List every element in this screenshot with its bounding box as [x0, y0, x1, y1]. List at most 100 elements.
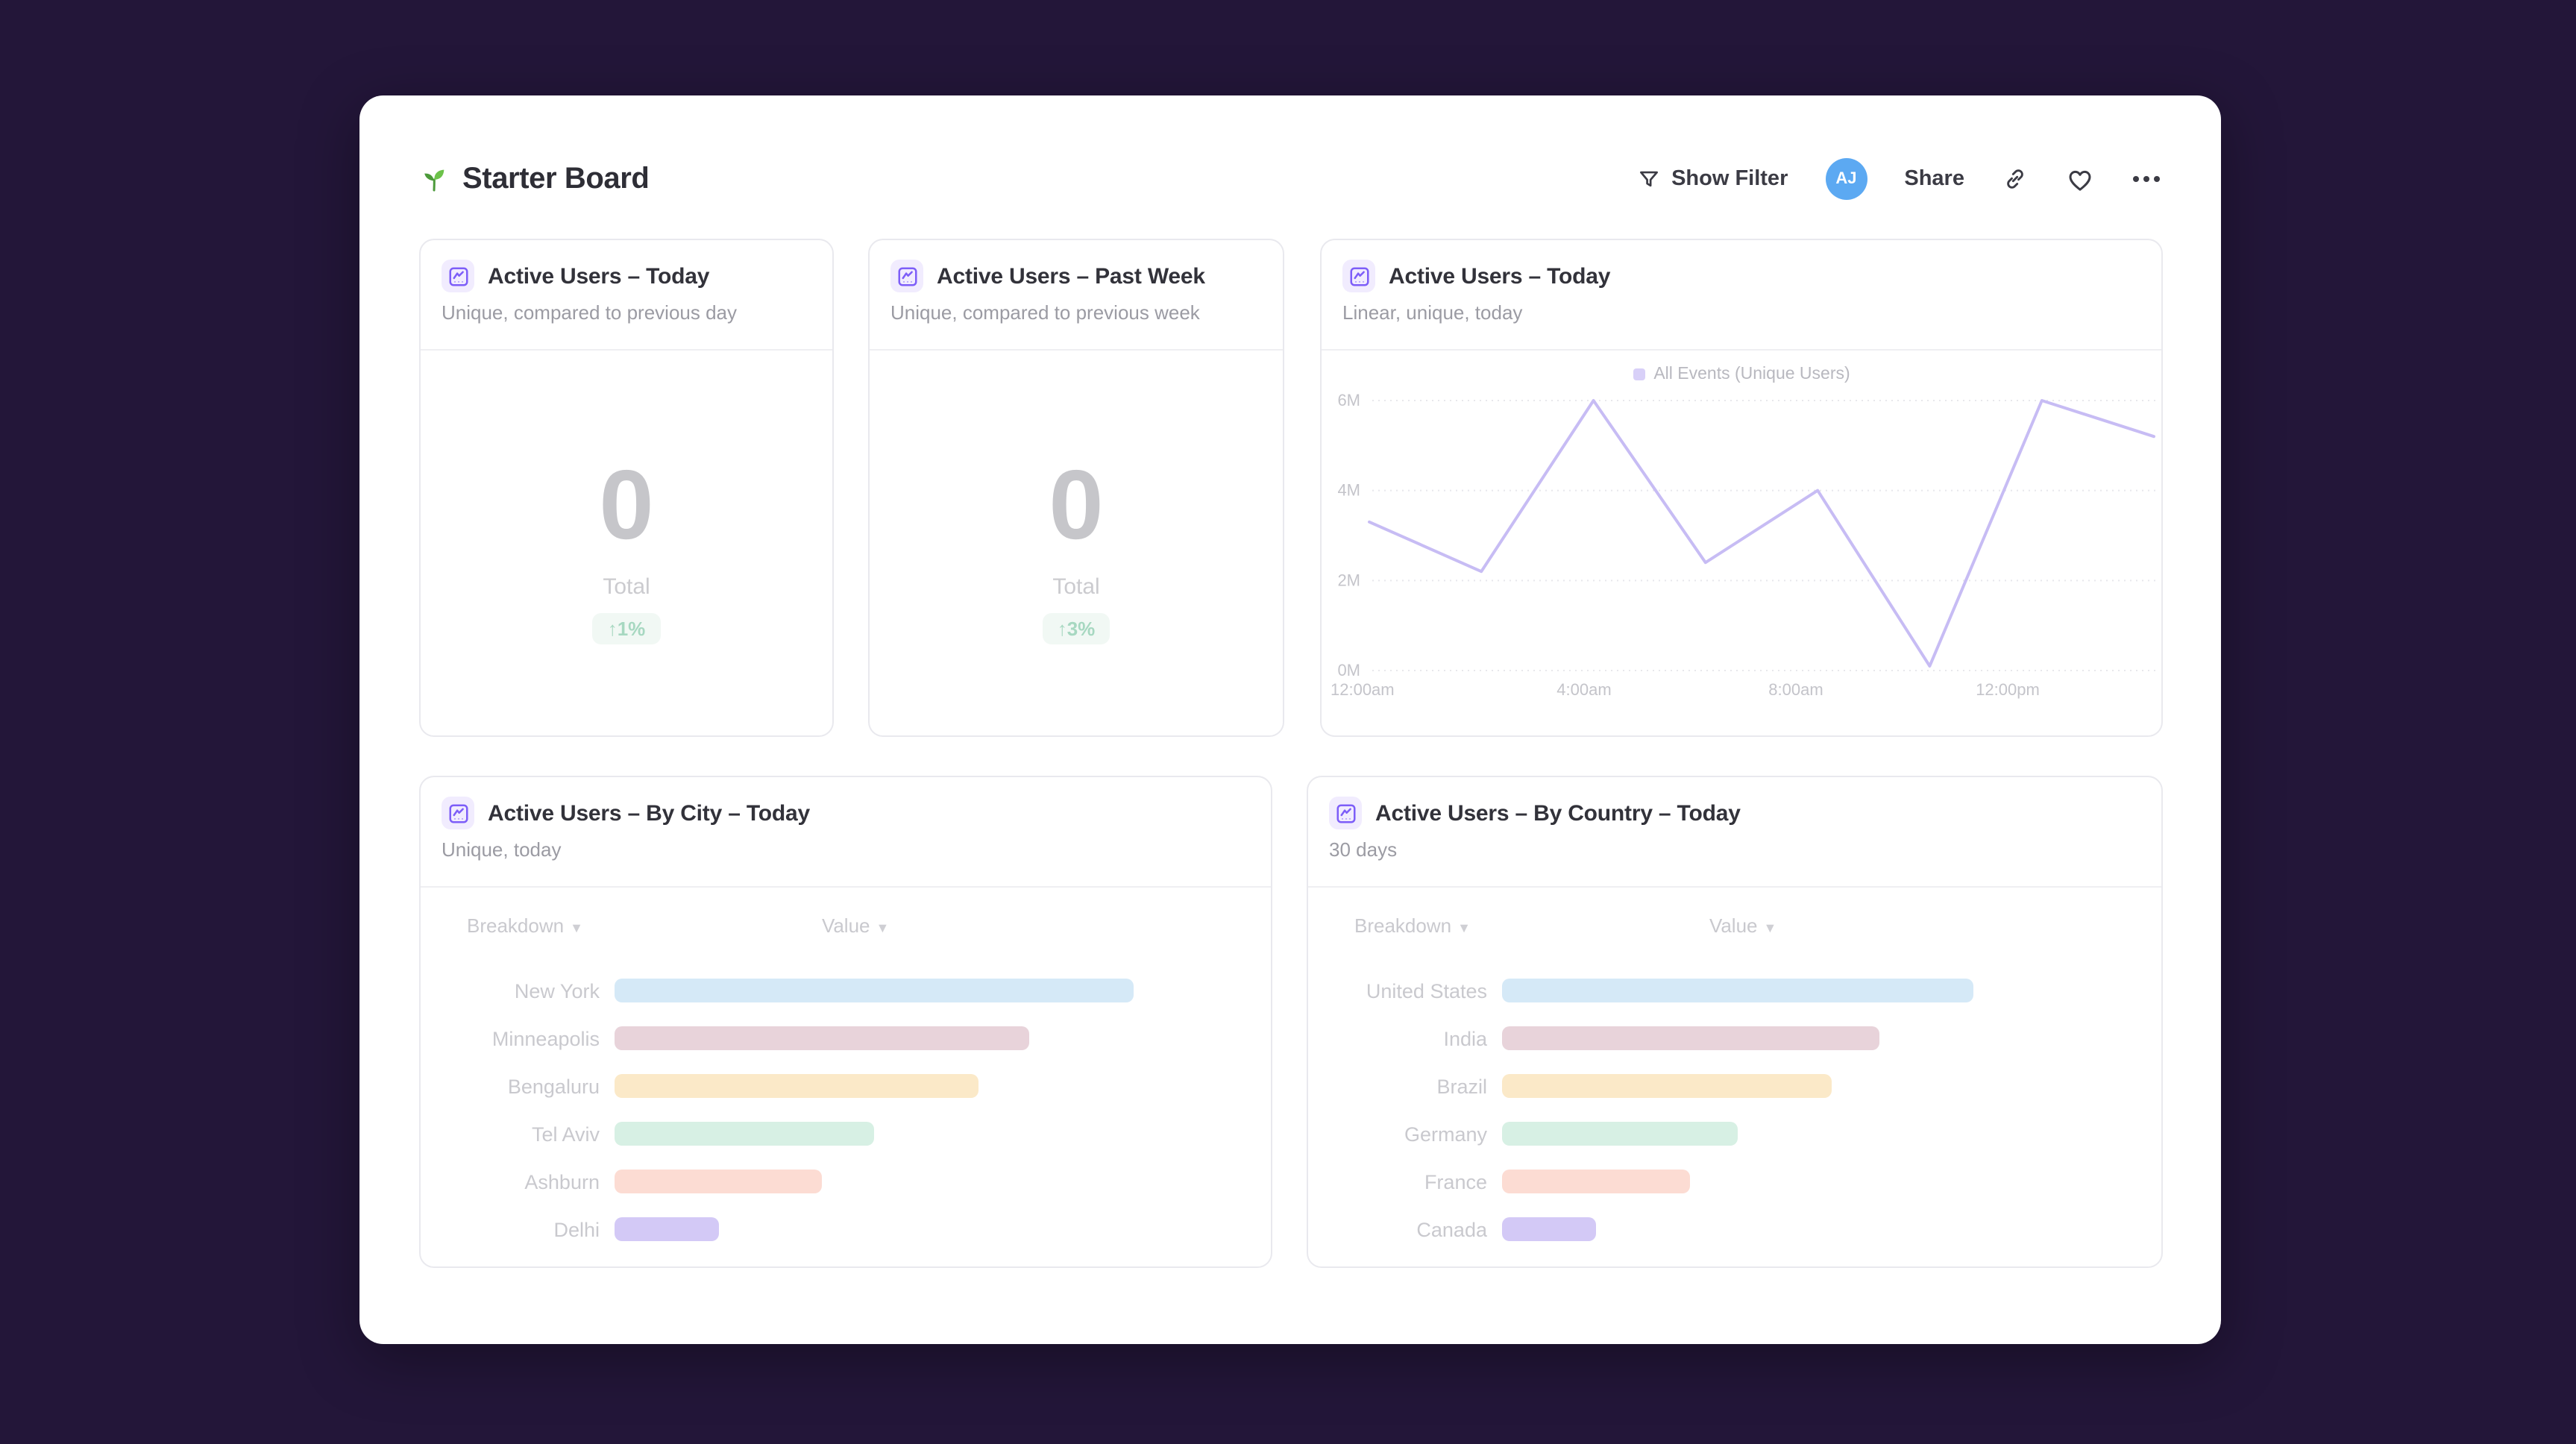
- svg-text:2M: 2M: [1337, 571, 1360, 589]
- share-button[interactable]: Share: [1904, 167, 1964, 191]
- breakdown-row: Ashburn: [442, 1158, 1250, 1205]
- card-active-users-by-country: Active Users – By Country – Today 30 day…: [1307, 776, 2163, 1268]
- metric-value: 0: [599, 449, 654, 559]
- breakdown-bar: [615, 1074, 978, 1098]
- dashboard-panel: Starter Board Show Filter AJ Share: [359, 95, 2221, 1344]
- value-column-header[interactable]: Value ▼: [821, 914, 890, 937]
- line-chart-area: All Events (Unique Users) 0M 2M 4M 6M 12:00a…: [1322, 351, 2161, 735]
- breakdown-row: Tel Aviv: [442, 1110, 1250, 1158]
- card-title: Active Users – Today: [488, 263, 710, 289]
- card-header: Active Users – By Country – Today 30 day…: [1308, 777, 2161, 888]
- breakdown-label: Tel Aviv: [531, 1123, 600, 1145]
- breakdown-row: Bengaluru: [442, 1062, 1250, 1110]
- card-active-users-line-chart: Active Users – Today Linear, unique, tod…: [1320, 239, 2163, 737]
- card-subtitle: Unique, compared to previous week: [890, 301, 1200, 324]
- chevron-down-icon: ▼: [570, 920, 583, 935]
- breakdown-label: United States: [1366, 979, 1487, 1002]
- breakdown-column-header[interactable]: Breakdown ▼: [1354, 914, 1471, 937]
- filter-funnel-icon: [1636, 166, 1661, 192]
- breakdown-table: Breakdown ▼ Value ▼ United States India Braz…: [1308, 888, 2161, 1266]
- card-header: Active Users – By City – Today Unique, t…: [421, 777, 1271, 888]
- card-active-users-by-city: Active Users – By City – Today Unique, t…: [419, 776, 1272, 1268]
- more-options-button[interactable]: [2132, 173, 2161, 185]
- metric-label: Total: [603, 574, 650, 600]
- card-header: Active Users – Today Unique, compared to…: [421, 240, 832, 351]
- board-title-group: Starter Board: [419, 162, 650, 196]
- breakdown-rows: United States India Brazil Germany France Can…: [1329, 967, 2140, 1253]
- heart-icon: [2066, 165, 2094, 193]
- breakdown-row: Brazil: [1329, 1062, 2140, 1110]
- card-header: Active Users – Today Linear, unique, tod…: [1322, 240, 2161, 351]
- breakdown-label: Brazil: [1436, 1075, 1487, 1097]
- link-icon: [2002, 166, 2029, 192]
- card-title: Active Users – Past Week: [937, 263, 1205, 289]
- line-chart-icon: [1329, 797, 1362, 829]
- breakdown-bar: [1502, 1122, 1738, 1146]
- svg-text:12:00am: 12:00am: [1331, 680, 1395, 699]
- breakdown-label: New York: [514, 979, 600, 1002]
- svg-text:4M: 4M: [1337, 481, 1360, 500]
- breakdown-row: India: [1329, 1014, 2140, 1062]
- breakdown-label: Canada: [1416, 1218, 1487, 1240]
- card-active-users-past-week: Active Users – Past Week Unique, compare…: [868, 239, 1284, 737]
- topbar-actions: Show Filter AJ Share: [1636, 158, 2161, 200]
- value-column-header[interactable]: Value ▼: [1709, 914, 1777, 937]
- breakdown-bar: [615, 1170, 823, 1193]
- line-chart-icon: [442, 797, 474, 829]
- chevron-down-icon: ▼: [1457, 920, 1471, 935]
- metric-value: 0: [1049, 449, 1104, 559]
- breakdown-label: India: [1443, 1027, 1487, 1049]
- breakdown-rows: New York Minneapolis Bengaluru Tel Aviv Ashb…: [442, 967, 1250, 1253]
- topbar: Starter Board Show Filter AJ Share: [359, 152, 2221, 206]
- breakdown-row: France: [1329, 1158, 2140, 1205]
- page-title: Starter Board: [462, 162, 650, 195]
- svg-text:0M: 0M: [1337, 661, 1360, 679]
- card-header: Active Users – Past Week Unique, compare…: [870, 240, 1283, 351]
- card-subtitle: Linear, unique, today: [1342, 301, 1523, 324]
- breakdown-bar: [615, 979, 1134, 1002]
- breakdown-row: Minneapolis: [442, 1014, 1250, 1062]
- breakdown-bar: [1502, 979, 1973, 1002]
- svg-text:8:00am: 8:00am: [1768, 680, 1823, 699]
- line-chart-icon: [890, 260, 923, 292]
- svg-text:6M: 6M: [1337, 391, 1360, 409]
- breakdown-columns: Breakdown ▼ Value ▼: [442, 914, 1250, 937]
- breakdown-bar: [615, 1026, 1030, 1050]
- show-filter-label: Show Filter: [1671, 167, 1788, 191]
- breakdown-table: Breakdown ▼ Value ▼ New York Minneapolis Ben…: [421, 888, 1271, 1266]
- line-chart-icon: [442, 260, 474, 292]
- line-chart-svg: 0M 2M 4M 6M 12:00am 4:00am 8:00am 12:00pm: [1331, 391, 2157, 699]
- breakdown-bar: [615, 1122, 874, 1146]
- breakdown-column-header[interactable]: Breakdown ▼: [467, 914, 583, 937]
- card-title: Active Users – By Country – Today: [1375, 800, 1741, 826]
- avatar[interactable]: AJ: [1825, 158, 1867, 200]
- delta-badge: ↑1%: [592, 613, 661, 644]
- svg-text:4:00am: 4:00am: [1556, 680, 1611, 699]
- card-title: Active Users – Today: [1389, 263, 1611, 289]
- card-title: Active Users – By City – Today: [488, 800, 810, 826]
- seedling-icon: [419, 164, 449, 194]
- breakdown-label: Bengaluru: [507, 1075, 600, 1097]
- share-label: Share: [1904, 167, 1964, 191]
- breakdown-row: Germany: [1329, 1110, 2140, 1158]
- card-active-users-today: Active Users – Today Unique, compared to…: [419, 239, 834, 737]
- chevron-down-icon: ▼: [1763, 920, 1777, 935]
- breakdown-row: Delhi: [442, 1205, 1250, 1253]
- copy-link-button[interactable]: [2002, 166, 2029, 192]
- breakdown-label: Germany: [1404, 1123, 1487, 1145]
- breakdown-label: France: [1424, 1170, 1487, 1193]
- chart-legend: All Events (Unique Users): [1322, 365, 2161, 383]
- breakdown-label: Ashburn: [524, 1170, 600, 1193]
- breakdown-label: Delhi: [553, 1218, 600, 1240]
- favorite-button[interactable]: [2066, 165, 2094, 193]
- metric-label: Total: [1052, 574, 1100, 600]
- show-filter-button[interactable]: Show Filter: [1636, 166, 1788, 192]
- delta-badge: ↑3%: [1042, 613, 1110, 644]
- svg-text:12:00pm: 12:00pm: [1976, 680, 2040, 699]
- breakdown-bar: [615, 1217, 719, 1241]
- breakdown-bar: [1502, 1074, 1832, 1098]
- legend-swatch: [1633, 368, 1645, 380]
- breakdown-bar: [1502, 1217, 1597, 1241]
- breakdown-bar: [1502, 1170, 1691, 1193]
